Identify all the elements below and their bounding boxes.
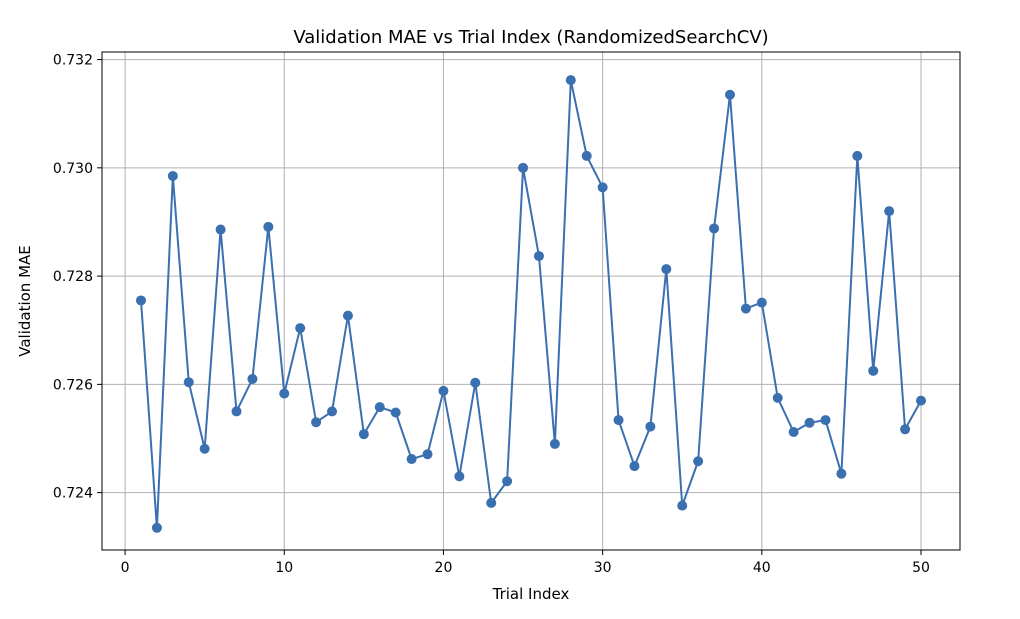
data-point	[820, 415, 831, 426]
data-point	[470, 377, 481, 388]
data-point	[151, 522, 162, 533]
data-point	[581, 150, 592, 161]
y-tick-label: 0.726	[53, 377, 93, 393]
data-point	[661, 264, 672, 275]
data-point	[724, 89, 735, 100]
tick-layer: 0 10 20 30 40 50 0.724 0.726 0.728 0.730 0.732	[53, 53, 930, 576]
data-point	[422, 449, 433, 460]
series-line	[140, 79, 922, 529]
x-tick-label: 30	[594, 560, 612, 576]
data-point	[597, 182, 608, 193]
data-point	[916, 395, 926, 406]
data-point	[438, 385, 449, 396]
data-point	[167, 170, 178, 181]
data-point	[884, 206, 895, 217]
data-point	[645, 421, 656, 432]
plot-frame	[101, 51, 961, 551]
data-point	[454, 471, 465, 482]
data-point	[215, 224, 226, 235]
data-point	[502, 476, 513, 487]
data-point	[772, 392, 783, 403]
data-point	[613, 415, 624, 426]
data-point	[263, 221, 274, 232]
x-tick-label: 50	[912, 560, 930, 576]
data-point	[549, 438, 560, 449]
data-point	[247, 373, 258, 384]
data-point	[565, 75, 576, 86]
data-point	[406, 454, 417, 465]
data-point	[836, 468, 847, 479]
x-tick-label: 10	[275, 560, 293, 576]
x-tick-label: 0	[121, 560, 130, 576]
x-axis-label: Trial Index	[492, 585, 570, 603]
data-point	[486, 497, 497, 508]
data-point	[868, 365, 879, 376]
data-point	[358, 429, 369, 440]
y-tick-label: 0.728	[53, 269, 93, 285]
y-tick-label: 0.732	[53, 53, 93, 69]
y-axis-label: Validation MAE	[16, 245, 34, 357]
data-point	[629, 461, 640, 472]
data-point	[342, 310, 353, 321]
data-point	[533, 251, 544, 262]
data-point	[231, 406, 242, 417]
series-layer	[136, 75, 926, 533]
chart-title: Validation MAE vs Trial Index (Randomize…	[293, 27, 768, 48]
data-point	[740, 303, 751, 314]
x-tick-label: 20	[435, 560, 453, 576]
data-point	[311, 417, 322, 428]
data-point	[199, 443, 210, 454]
data-point	[295, 323, 306, 334]
data-point	[390, 407, 401, 418]
data-point	[756, 297, 767, 308]
data-point	[900, 424, 911, 435]
data-point	[136, 295, 146, 306]
y-tick-label: 0.724	[53, 486, 93, 502]
data-point	[279, 388, 290, 399]
data-point	[788, 426, 799, 437]
data-point	[518, 162, 529, 173]
data-point	[852, 150, 863, 161]
data-point	[709, 223, 720, 234]
data-point	[327, 406, 338, 417]
data-point	[804, 417, 815, 428]
x-tick-label: 40	[753, 560, 771, 576]
data-point	[677, 500, 688, 511]
data-point	[183, 377, 194, 388]
data-point	[374, 402, 385, 413]
data-point	[693, 456, 704, 467]
grid-layer	[102, 52, 960, 550]
y-tick-label: 0.730	[53, 161, 93, 177]
